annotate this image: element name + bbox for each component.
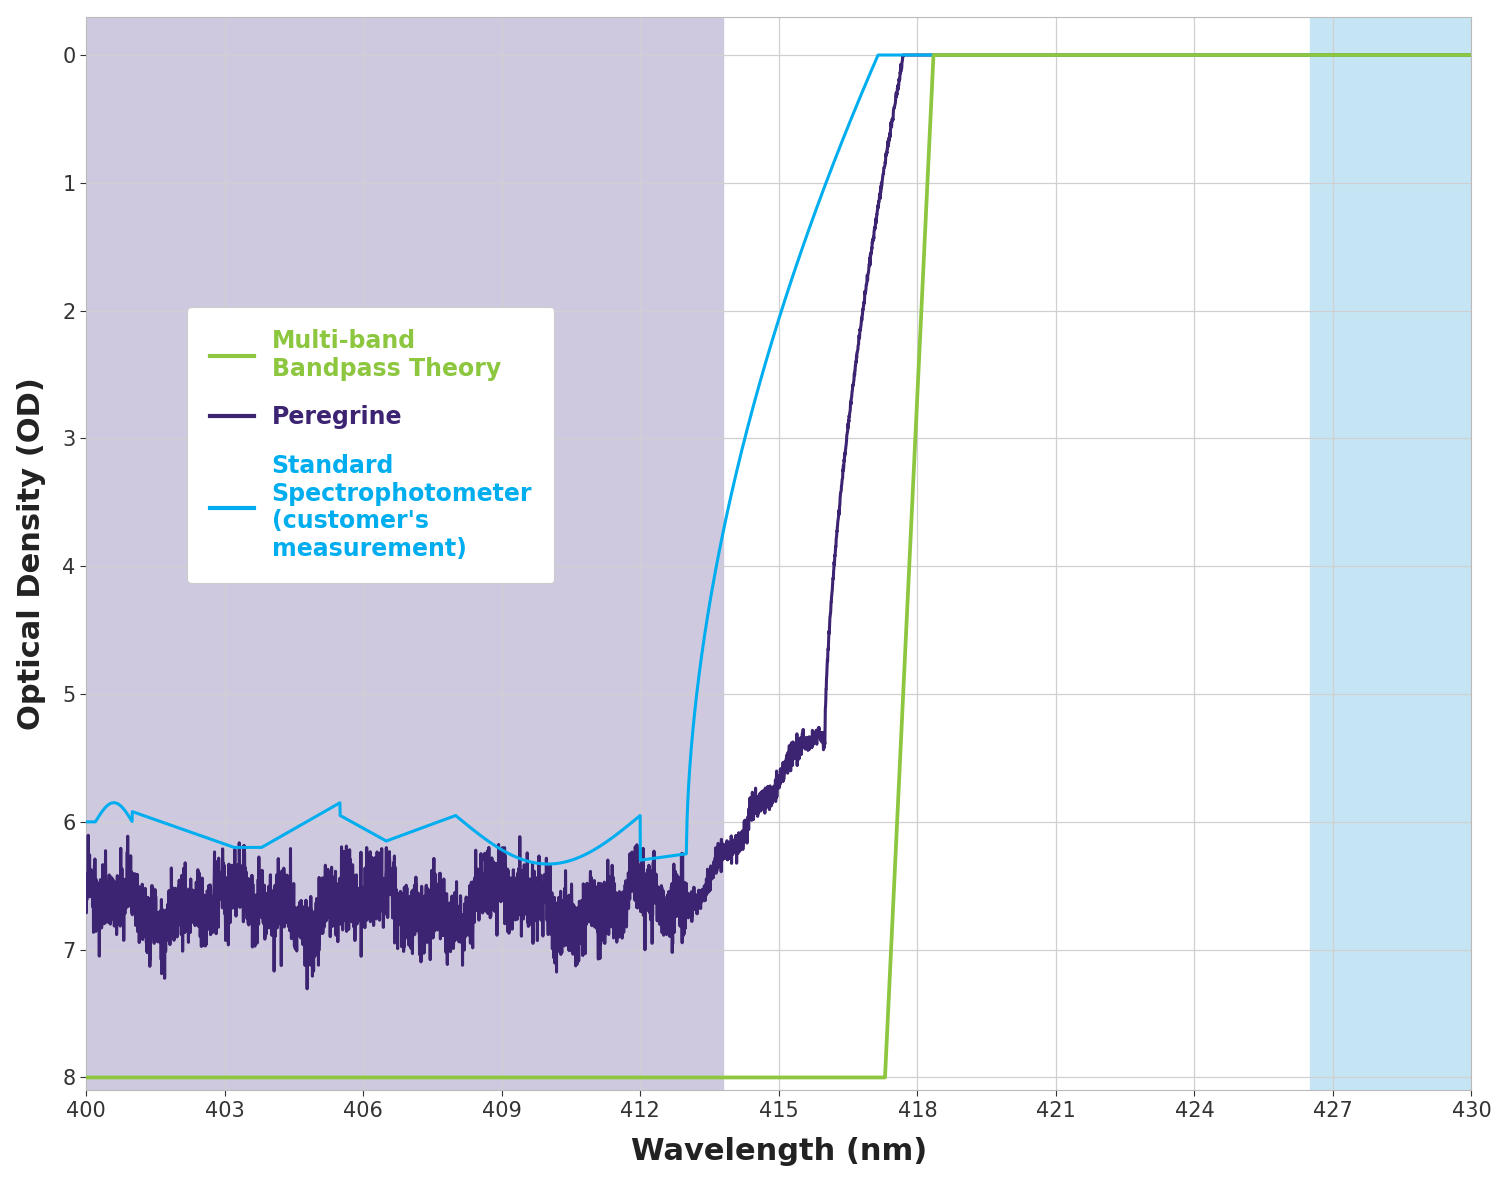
Y-axis label: Optical Density (OD): Optical Density (OD) <box>17 377 45 730</box>
Legend: Multi-band
Bandpass Theory, Peregrine, Standard
Spectrophotometer
(customer's
me: Multi-band Bandpass Theory, Peregrine, S… <box>187 306 555 583</box>
Bar <box>86 17 724 1091</box>
Bar <box>1310 17 1472 1091</box>
X-axis label: Wavelength (nm): Wavelength (nm) <box>630 1137 927 1166</box>
